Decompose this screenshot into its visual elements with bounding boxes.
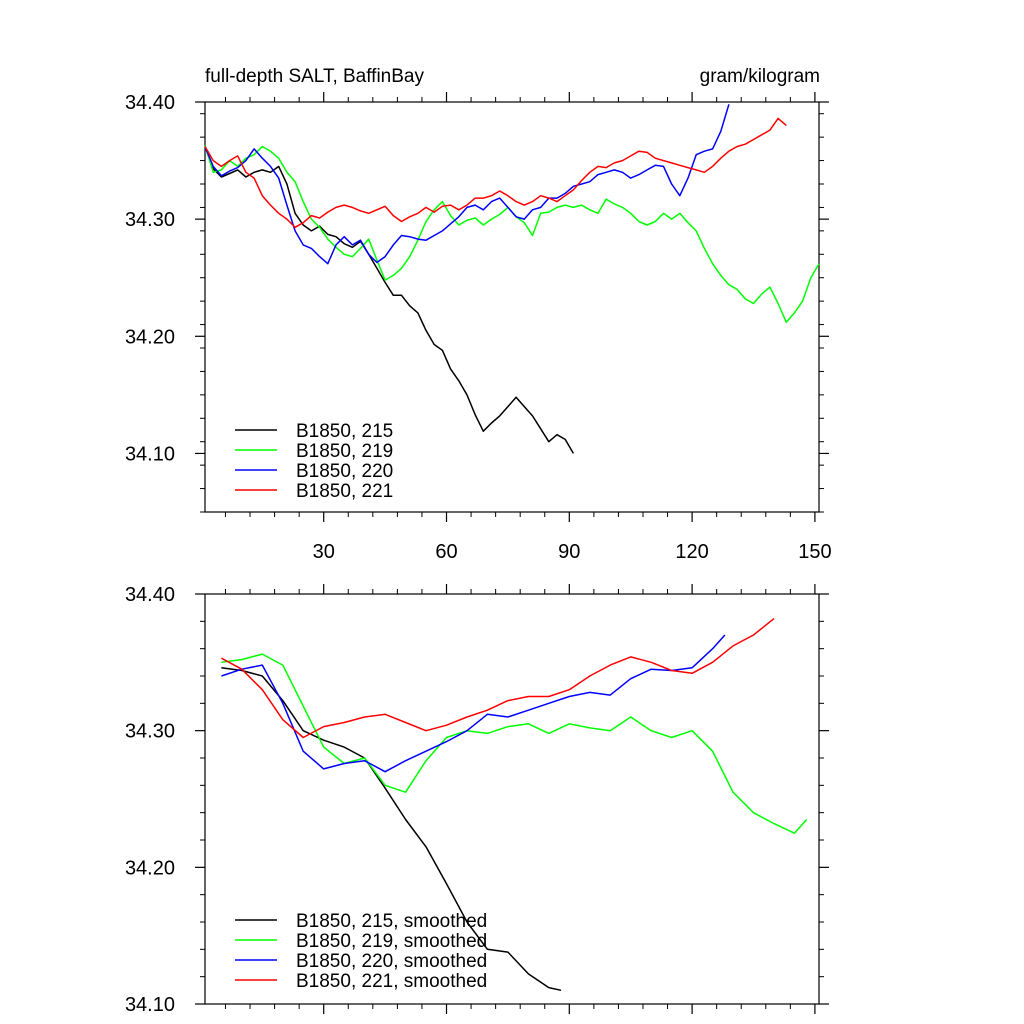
y-tick-label: 34.10 xyxy=(125,994,175,1016)
series-lines xyxy=(204,104,820,454)
x-tick-label: 150 xyxy=(798,541,831,563)
legend-label: B1850, 219 xyxy=(296,441,393,462)
legend-label: B1850, 215, smoothed xyxy=(296,911,487,932)
x-tick-label: 60 xyxy=(435,541,457,563)
x-tick-label: 120 xyxy=(675,541,708,563)
y-tick-label: 34.10 xyxy=(125,443,175,465)
y-tick-label: 34.20 xyxy=(125,326,175,348)
plot-frame xyxy=(204,101,820,513)
legend-label: B1850, 220 xyxy=(296,461,393,482)
axis-tick-labels: 30 60 90 120 150 34.10 34.20 34.30 34.40 xyxy=(125,92,832,563)
plot-frame xyxy=(204,593,820,1005)
y-tick-label: 34.30 xyxy=(125,209,175,231)
series-line-4 xyxy=(221,618,775,739)
x-tick-label: 30 xyxy=(313,541,335,563)
axis-tick-labels: 34.10 34.20 34.30 34.40 xyxy=(125,584,175,1016)
legend-label: B1850, 221 xyxy=(296,481,393,502)
series-lines xyxy=(221,618,808,992)
series-line-4 xyxy=(204,117,787,229)
series-line-3 xyxy=(204,104,730,265)
y-tick-label: 34.20 xyxy=(125,857,175,879)
legend-label: B1850, 221, smoothed xyxy=(296,971,487,992)
axis-ticks xyxy=(195,92,829,522)
series-line-2 xyxy=(221,653,808,834)
y-tick-label: 34.40 xyxy=(125,92,175,114)
x-tick-label: 90 xyxy=(558,541,580,563)
series-line-1 xyxy=(204,146,575,454)
legend-label: B1850, 215 xyxy=(296,421,393,442)
series-line-3 xyxy=(221,634,726,773)
y-tick-label: 34.40 xyxy=(125,584,175,606)
axis-ticks xyxy=(195,584,829,1014)
chart-units: gram/kilogram xyxy=(700,66,820,87)
panel-top: full-depth SALT, BaffinBay gram/kilogram… xyxy=(125,66,832,563)
legend-label: B1850, 220, smoothed xyxy=(296,951,487,972)
legend-label: B1850, 219, smoothed xyxy=(296,931,487,952)
panel-bottom: 34.10 34.20 34.30 34.40 B1850, 215, smoothe… xyxy=(125,584,829,1016)
chart-title: full-depth SALT, BaffinBay xyxy=(205,66,424,87)
y-tick-label: 34.30 xyxy=(125,721,175,743)
